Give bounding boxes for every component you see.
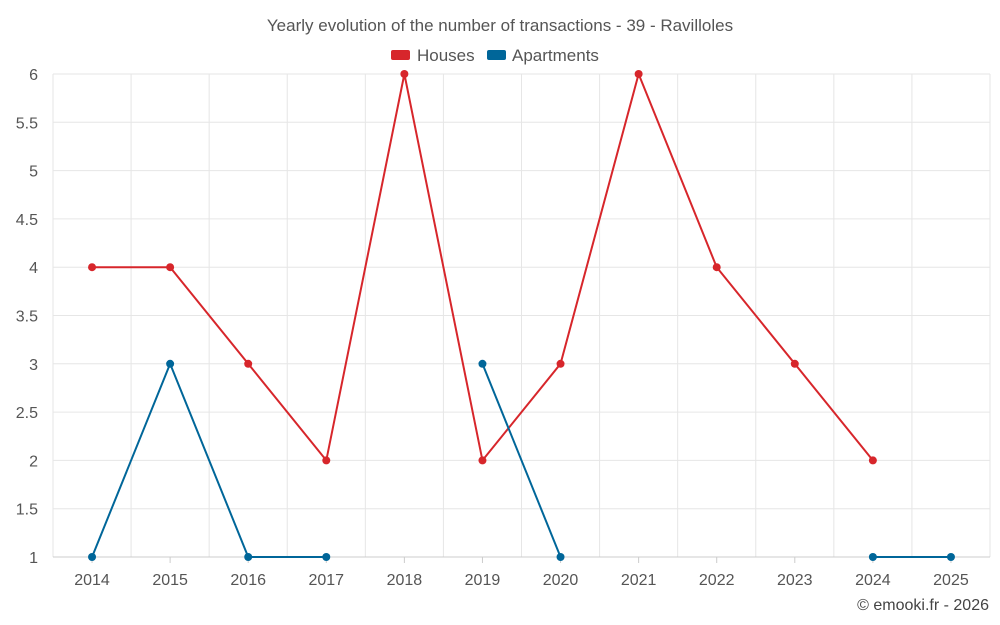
series-houses <box>88 70 877 465</box>
legend-label-houses: Houses <box>417 46 475 65</box>
data-point-houses-2015[interactable] <box>166 263 175 272</box>
credit-text: © emooki.fr - 2026 <box>857 597 989 614</box>
x-tick-label: 2024 <box>855 572 891 589</box>
x-tick-label: 2022 <box>699 572 735 589</box>
series-line-apartments <box>91 361 327 558</box>
y-tick-label: 5 <box>29 164 38 181</box>
legend-item-houses[interactable]: Houses <box>391 46 475 65</box>
data-point-apartments-2016[interactable] <box>244 553 253 561</box>
x-tick-label: 2023 <box>777 572 813 589</box>
x-tick-label: 2017 <box>308 572 344 589</box>
y-tick-label: 3.5 <box>16 309 38 326</box>
y-tick-label: 2.5 <box>16 405 38 422</box>
y-axis: 1 1.5 2 2.5 3 3.5 4 4.5 5 5.5 6 <box>16 67 38 567</box>
data-point-apartments-2020[interactable] <box>556 553 565 561</box>
data-point-houses-2019[interactable] <box>478 456 487 465</box>
data-point-apartments-2014[interactable] <box>88 553 97 561</box>
series-line-apartments <box>481 363 562 558</box>
legend-item-apartments[interactable]: Apartments <box>487 46 599 65</box>
grid <box>52 73 991 558</box>
x-axis: 2014 2015 2016 2017 2018 2019 2020 2021 2022 2023… <box>53 556 990 589</box>
legend: Houses Apartments <box>391 46 599 65</box>
y-tick-label: 2 <box>29 453 38 470</box>
data-point-apartments-2019[interactable] <box>478 359 487 368</box>
data-point-houses-2016[interactable] <box>244 359 253 368</box>
x-tick-label: 2014 <box>74 572 110 589</box>
data-point-houses-2018[interactable] <box>400 70 409 78</box>
series-apartments <box>88 359 955 561</box>
x-tick-label: 2015 <box>152 572 188 589</box>
data-point-apartments-2015[interactable] <box>166 359 175 368</box>
y-tick-label: 4 <box>29 260 38 277</box>
data-point-apartments-2025[interactable] <box>946 553 955 561</box>
series-layer <box>88 70 955 561</box>
x-tick-label: 2020 <box>543 572 579 589</box>
data-point-apartments-2024[interactable] <box>868 553 877 561</box>
data-point-houses-2020[interactable] <box>556 359 565 368</box>
y-tick-label: 1 <box>29 550 38 567</box>
data-point-houses-2023[interactable] <box>790 359 799 368</box>
legend-label-apartments: Apartments <box>512 46 599 65</box>
y-tick-label: 6 <box>29 67 38 84</box>
data-point-houses-2024[interactable] <box>868 456 877 465</box>
data-point-houses-2022[interactable] <box>712 263 721 272</box>
data-point-apartments-2017[interactable] <box>322 553 331 561</box>
legend-swatch-apartments <box>487 50 506 60</box>
data-point-houses-2017[interactable] <box>322 456 331 465</box>
y-tick-label: 4.5 <box>16 212 38 229</box>
data-point-houses-2021[interactable] <box>634 70 643 78</box>
y-tick-label: 3 <box>29 357 38 374</box>
x-tick-label: 2018 <box>387 572 423 589</box>
x-tick-label: 2025 <box>933 572 969 589</box>
x-tick-label: 2019 <box>465 572 501 589</box>
legend-swatch-houses <box>391 50 410 60</box>
data-point-houses-2014[interactable] <box>88 263 97 272</box>
x-tick-label: 2016 <box>230 572 266 589</box>
y-tick-label: 1.5 <box>16 502 38 519</box>
chart-title: Yearly evolution of the number of transa… <box>267 16 733 35</box>
x-tick-label: 2021 <box>621 572 657 589</box>
y-tick-label: 5.5 <box>16 115 38 132</box>
